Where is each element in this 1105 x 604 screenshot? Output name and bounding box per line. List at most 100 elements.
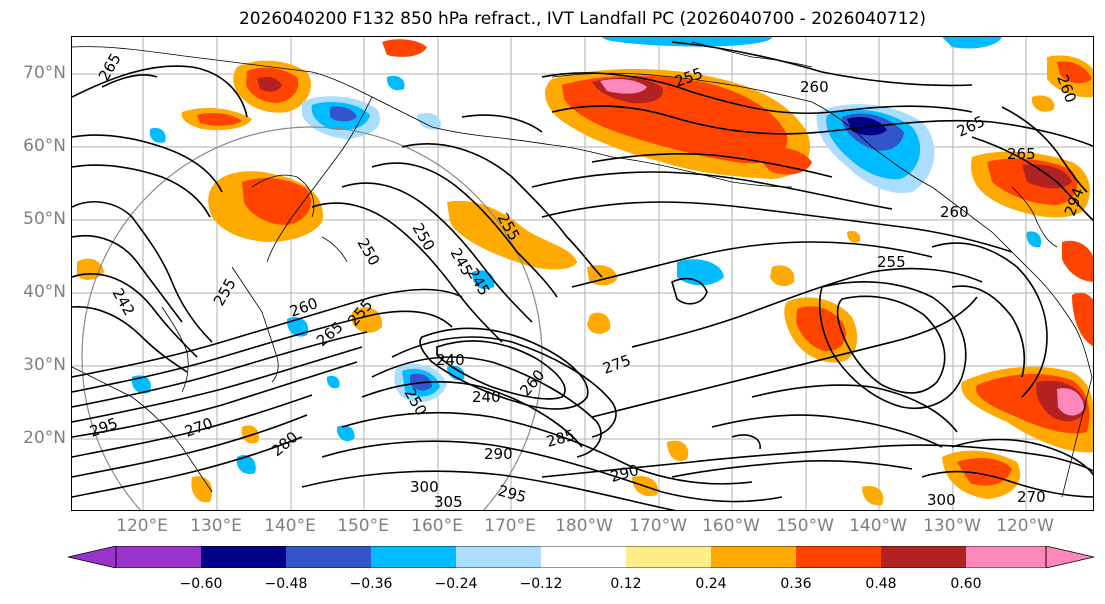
contour-line bbox=[541, 72, 973, 115]
contour-line bbox=[931, 242, 1048, 398]
korea-coastline bbox=[161, 306, 189, 393]
positive-anomaly-patch bbox=[257, 77, 282, 92]
negative-anomaly-patch bbox=[330, 106, 357, 122]
refractivity-contours bbox=[72, 41, 1093, 510]
positive-anomaly-patch bbox=[1057, 388, 1084, 416]
positive-anomaly-patch bbox=[667, 440, 689, 462]
contour-line bbox=[72, 273, 198, 358]
contour-line bbox=[951, 285, 1026, 378]
colorbar-tick: −0.36 bbox=[349, 576, 393, 592]
positive-anomaly-patch bbox=[191, 476, 213, 503]
negative-anomaly-patch bbox=[942, 37, 1002, 49]
negative-anomaly-patch bbox=[447, 365, 465, 381]
lat-label-20n: 20°N bbox=[23, 428, 66, 448]
contour-line bbox=[531, 171, 893, 210]
lon-label-150e: 150°E bbox=[337, 516, 389, 536]
positive-anomaly-patch bbox=[382, 39, 427, 57]
lon-label-120w: 120°W bbox=[996, 516, 1054, 536]
contour-label: 270 bbox=[182, 414, 215, 441]
contour-line bbox=[341, 411, 753, 485]
colorbar-bin bbox=[286, 546, 371, 568]
lon-label-160e: 160°E bbox=[411, 516, 463, 536]
positive-anomaly-patch bbox=[796, 306, 846, 352]
lon-label-170w: 170°W bbox=[629, 516, 687, 536]
contour-line bbox=[301, 470, 677, 510]
contour-line bbox=[72, 201, 213, 343]
lon-label-130e: 130°E bbox=[190, 516, 242, 536]
negative-anomaly-patch bbox=[677, 259, 724, 286]
positive-anomaly-patch bbox=[957, 457, 1012, 486]
colorbar-bin bbox=[541, 546, 626, 568]
contour-label: 260 bbox=[800, 78, 829, 96]
colorbar-bin bbox=[881, 546, 966, 568]
alaska-coastline bbox=[551, 72, 933, 188]
colorbar-tick: −0.48 bbox=[264, 576, 308, 592]
colorbar-tick: 0.60 bbox=[950, 576, 982, 592]
contour-line bbox=[72, 394, 313, 458]
colorbar-tick: −0.60 bbox=[179, 576, 223, 592]
contour-line bbox=[321, 440, 783, 503]
na-west-coastline bbox=[931, 186, 1093, 378]
colorbar-outline bbox=[115, 546, 1047, 568]
colorbar bbox=[68, 546, 1094, 568]
negative-anomaly-patch bbox=[131, 375, 151, 394]
contour-label: 250 bbox=[409, 220, 439, 254]
contour-line bbox=[72, 414, 308, 478]
positive-anomaly-patch bbox=[1062, 240, 1093, 282]
coastline-detail bbox=[321, 236, 348, 263]
contour-label: 260 bbox=[940, 203, 969, 221]
positive-anomaly-patch bbox=[1022, 164, 1072, 189]
lon-label-140w: 140°W bbox=[849, 516, 907, 536]
lat-label-50n: 50°N bbox=[23, 209, 66, 229]
contour-label: 265 bbox=[1007, 145, 1036, 163]
colorbar-bin bbox=[626, 546, 711, 568]
asia-coastline bbox=[72, 46, 613, 158]
contour-line bbox=[391, 336, 617, 438]
contour-line bbox=[461, 114, 543, 133]
contour-label: 300 bbox=[927, 491, 956, 509]
japan-coastline bbox=[231, 266, 279, 383]
negative-anomaly-patch bbox=[386, 75, 405, 91]
contour-line bbox=[436, 340, 566, 400]
negative-anomaly-patch bbox=[602, 37, 772, 47]
negative-anomaly-patch bbox=[1026, 231, 1042, 248]
positive-anomaly-patch bbox=[587, 265, 617, 286]
lon-label-180w: 180°W bbox=[555, 516, 613, 536]
positive-anomaly-patch bbox=[600, 79, 647, 94]
lon-label-130w: 130°W bbox=[923, 516, 981, 536]
contour-line bbox=[72, 346, 363, 423]
contour-line bbox=[541, 201, 1013, 253]
contour-line bbox=[571, 241, 933, 288]
contour-label: 250 bbox=[354, 235, 384, 269]
positive-anomaly-patch bbox=[760, 147, 812, 175]
contour-line bbox=[671, 277, 708, 305]
map-canvas: 265 260 255 265 265 260 255 250 245 240 … bbox=[72, 37, 1093, 510]
contour-line bbox=[711, 414, 943, 448]
negative-anomaly-patch bbox=[326, 375, 340, 389]
positive-anomaly-patch bbox=[242, 177, 311, 225]
lat-label-30n: 30°N bbox=[23, 355, 66, 375]
colorbar-bin bbox=[796, 546, 881, 568]
positive-anomaly-patch bbox=[241, 425, 259, 444]
contour-label: 285 bbox=[544, 426, 576, 451]
colorbar-bin bbox=[371, 546, 456, 568]
mexico-coastline bbox=[1061, 376, 1093, 498]
lon-label-160w: 160°W bbox=[702, 516, 760, 536]
negative-anomaly-patch bbox=[336, 425, 355, 442]
negative-anomaly-patch bbox=[417, 112, 441, 130]
positive-anomaly-patch bbox=[447, 200, 577, 270]
contour-line bbox=[419, 327, 589, 410]
contour-line bbox=[72, 361, 358, 438]
contour-line bbox=[101, 74, 158, 88]
positive-anomaly-patch bbox=[847, 231, 861, 243]
colorbar-tick: 0.12 bbox=[610, 576, 642, 592]
contour-line bbox=[72, 436, 303, 498]
colorbar-extend-low bbox=[68, 546, 117, 568]
contour-label: 240 bbox=[472, 388, 501, 406]
contour-line bbox=[371, 162, 558, 298]
contour-line bbox=[72, 310, 453, 393]
contour-line bbox=[72, 331, 368, 408]
positive-anomaly-patch bbox=[770, 265, 795, 287]
positive-anomaly-patch bbox=[1057, 61, 1092, 84]
projection-circle bbox=[81, 126, 543, 510]
